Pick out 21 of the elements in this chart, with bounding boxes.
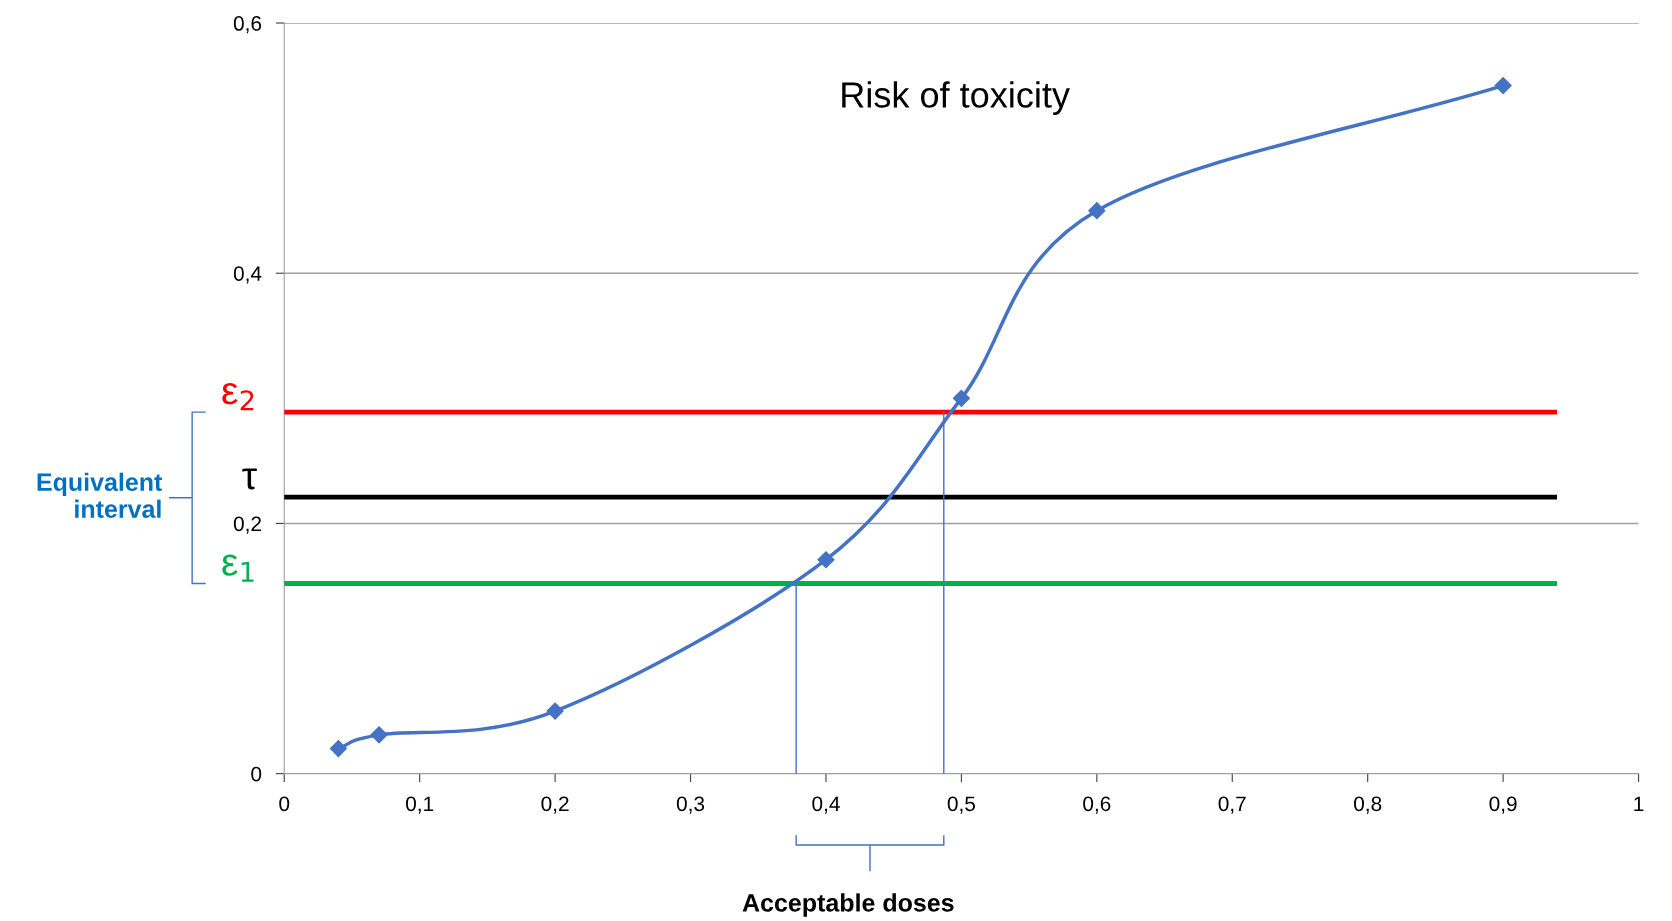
x-tick-label: 0,4 [812,796,840,814]
x-tick-label: 0,1 [406,796,434,814]
x-tick-label: 0,6 [1083,796,1111,814]
x-tick-label: 0,8 [1354,796,1382,814]
y-tick-label: 0,4 [233,266,262,284]
x-tick-label: 0,3 [676,796,705,814]
ref-line-label: τ [242,468,257,490]
text: Equivalent interval [37,472,163,518]
ref-line-label: ε$_{1}$ [222,554,254,582]
x-tick-label: 1 [1634,796,1644,811]
ref-line-label: ε$_{2}$ [222,383,254,411]
x-tick-label: 0,9 [1489,796,1517,814]
y-tick-label: 0 [251,766,262,782]
text: Acceptable doses [742,893,954,917]
x-tick-label: 0 [279,796,290,812]
y-tick-label: 0,2 [233,516,261,534]
x-tick-label: 0,5 [947,796,976,814]
x-tick-label: 0,7 [1218,796,1246,814]
y-tick-label: 0,6 [233,16,262,34]
text: Risk of toxicity [842,81,1070,115]
x-tick-label: 0,2 [541,796,569,814]
